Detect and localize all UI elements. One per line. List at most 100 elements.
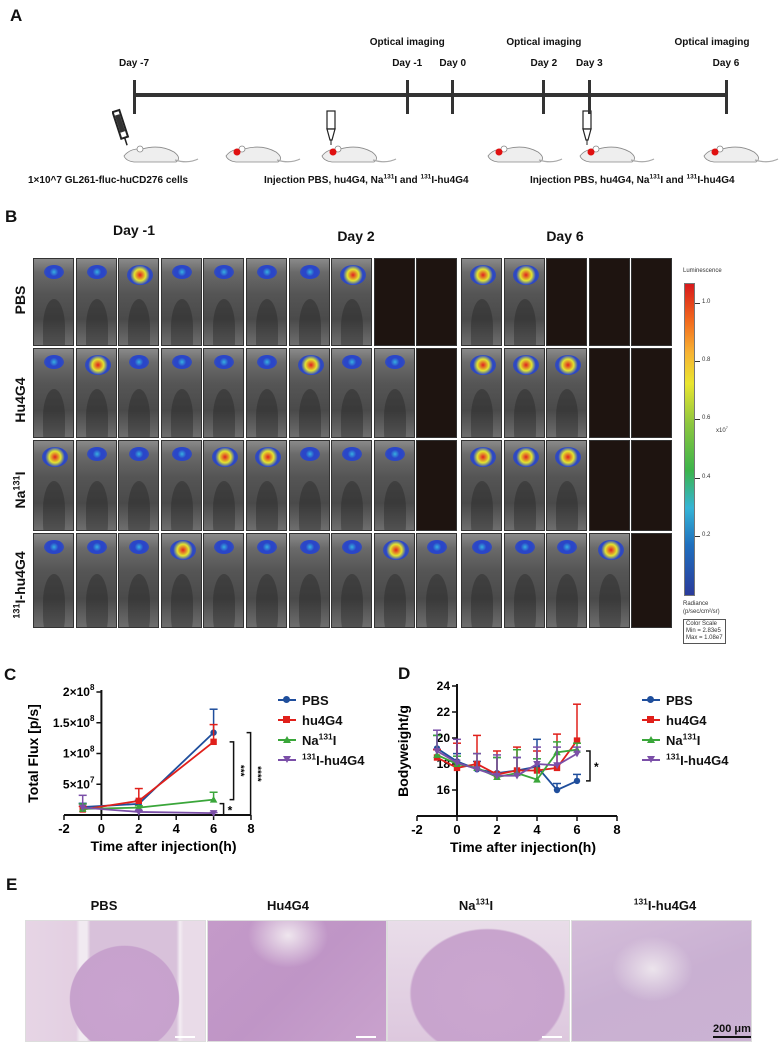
- mouse-bioluminescence-image: [373, 533, 415, 628]
- empty-image-slot: [416, 258, 457, 346]
- luminescence-signal: [212, 447, 238, 467]
- row-label-na131i: Na131I: [11, 471, 28, 509]
- panel-label-e: E: [6, 875, 18, 894]
- legend-label: 131I-hu4G4: [666, 751, 729, 768]
- legend-label: PBS: [302, 692, 329, 708]
- empty-image-slot: [631, 440, 672, 531]
- colorbar-tick-label: 0.4: [702, 474, 711, 480]
- histo-title-na131i: Na131I: [458, 896, 494, 913]
- luminescence-signal: [470, 265, 496, 285]
- mouse-bioluminescence-image: [461, 440, 502, 531]
- luminescence-signal: [512, 447, 539, 467]
- y-axis-label: Bodyweight/g: [395, 705, 411, 797]
- legend-label: hu4G4: [666, 712, 707, 728]
- x-tick-label: -2: [411, 822, 423, 837]
- colorbar-tick: [695, 536, 700, 537]
- histology-image-hu4g4: [207, 920, 387, 1042]
- luminescence-signal: [472, 540, 492, 554]
- luminescence-signal: [169, 540, 196, 560]
- y-tick-label: 20: [437, 731, 451, 745]
- colorbar-tick: [695, 478, 700, 479]
- colorbar-tick: [695, 303, 700, 304]
- mouse-bioluminescence-image: [373, 348, 415, 438]
- data-point: [573, 777, 581, 785]
- mouse-bioluminescence-image: [331, 258, 372, 346]
- luminescence-signal: [86, 540, 107, 554]
- significance-bracket: [229, 741, 235, 801]
- legend-item-131i-hu4g4: 131I-hu4G4: [642, 750, 728, 770]
- timeline-day-label: Day 6: [712, 58, 740, 69]
- timeline-tick: [405, 80, 409, 114]
- histology-image-pbs: [25, 920, 206, 1042]
- total-flux-chart: -2 0 2 4 6 8 5×107 1×108 1.5×108 2×108 Time after …: [25, 683, 263, 854]
- dropper-icon: [582, 110, 592, 145]
- mouse-bioluminescence-image: [33, 440, 74, 531]
- x-tick-label: 8: [247, 821, 254, 836]
- colorbar-tick-label: 1.0: [702, 299, 711, 305]
- row-label-hu4g4: Hu4G4: [12, 377, 28, 423]
- luminescence-signal: [44, 265, 64, 279]
- empty-image-slot: [416, 440, 457, 531]
- significance-label: *: [594, 760, 599, 774]
- mouse-bioluminescence-image: [331, 533, 372, 628]
- legend-item-131i-hu4g4: 131I-hu4G4: [278, 750, 364, 770]
- mouse-bioluminescence-image: [461, 258, 502, 346]
- luminescence-signal: [214, 540, 234, 554]
- luminescence-signal: [86, 265, 107, 279]
- luminescence-signal: [557, 540, 577, 554]
- empty-image-slot: [588, 348, 630, 438]
- series-line: [436, 750, 578, 777]
- timeline-day-label: Day -1: [392, 58, 423, 69]
- mouse-bioluminescence-image: [373, 440, 415, 531]
- luminescence-signal: [470, 447, 496, 467]
- mouse-bioluminescence-image: [503, 440, 545, 531]
- legend-swatch: [642, 756, 660, 763]
- tumor-marker-icon: [711, 148, 719, 156]
- mouse-bioluminescence-image: [331, 440, 372, 531]
- timeline-day-label: Day -7: [118, 58, 150, 69]
- luminescence-signal: [299, 447, 320, 461]
- series-hu4g4: [78, 723, 218, 813]
- y-tick-label: 1.5×108: [53, 714, 95, 730]
- tumor-marker-icon: [587, 148, 595, 156]
- data-point: [433, 748, 441, 755]
- luminescence-signal: [127, 265, 153, 285]
- empty-image-slot: [416, 348, 457, 438]
- data-point: [573, 750, 581, 758]
- legend-swatch: [278, 756, 296, 763]
- significance-label: ***: [235, 765, 246, 777]
- mouse-bioluminescence-image: [288, 348, 330, 438]
- data-point: [135, 803, 143, 811]
- luminescence-signal: [340, 265, 366, 285]
- mouse-bioluminescence-image: [246, 533, 287, 628]
- legend-swatch: [642, 716, 660, 723]
- mouse-bioluminescence-image: [160, 348, 202, 438]
- data-point: [78, 804, 87, 812]
- mouse-bioluminescence-image: [160, 258, 202, 346]
- luminescence-signal: [382, 540, 409, 560]
- luminescence-signal: [86, 447, 107, 461]
- y-tick-label: 1×108: [63, 745, 95, 761]
- mouse-bioluminescence-image: [118, 440, 159, 531]
- timeline-tick: [451, 80, 455, 114]
- luminescence-colorbar: [684, 283, 695, 596]
- luminescence-signal: [257, 540, 277, 554]
- timeline-day-label: Day 0: [439, 58, 467, 69]
- mouse-bioluminescence-image: [288, 440, 330, 531]
- x-axis-label: Time after injection(h): [450, 839, 596, 855]
- luminescence-signal: [171, 265, 192, 279]
- data-point: [453, 764, 461, 772]
- mouse-bioluminescence-image: [118, 348, 159, 438]
- luminescence-signal: [257, 265, 277, 279]
- data-point: [533, 775, 541, 783]
- data-point: [513, 772, 521, 780]
- luminescence-signal: [129, 447, 149, 461]
- data-point: [573, 737, 581, 744]
- data-point: [493, 772, 501, 780]
- mouse-bioluminescence-image: [75, 348, 117, 438]
- row-label-pbs: PBS: [12, 285, 28, 315]
- x-tick-label: 8: [613, 822, 620, 837]
- scale-bar: [356, 1036, 376, 1038]
- data-point: [473, 766, 481, 773]
